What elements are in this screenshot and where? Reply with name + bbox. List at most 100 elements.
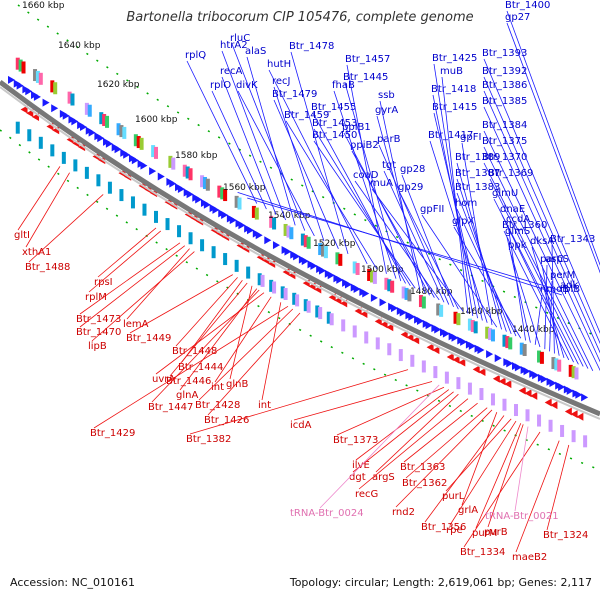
reverse-gene-label: Btr_1448 — [172, 346, 217, 357]
forward-gene-label: ppiB1 — [342, 122, 371, 133]
forward-gene-leader — [461, 142, 493, 326]
cog-block — [367, 268, 372, 281]
cog-block — [453, 311, 458, 324]
cog-block — [568, 364, 573, 377]
tick-label: 1660 kbp — [22, 1, 65, 11]
cog-block — [326, 311, 331, 324]
cog-block — [583, 435, 588, 448]
forward-gene-arrow — [558, 382, 566, 391]
cog-block — [119, 189, 124, 202]
cog-block — [237, 197, 242, 210]
reverse-gene-leader — [91, 251, 195, 342]
forward-gene-arrow — [264, 236, 272, 245]
forward-gene-arrow — [272, 241, 280, 250]
forward-gene-leader — [221, 76, 277, 215]
reverse-gene-arrow — [524, 389, 532, 398]
forward-gene-leader — [378, 144, 450, 305]
forward-gene-label: muB — [440, 66, 463, 77]
cog-block — [401, 286, 406, 299]
forward-gene-arrow — [391, 304, 399, 313]
forward-gene-arrow — [62, 111, 70, 120]
reverse-gene-arrow — [426, 343, 434, 352]
cog-block — [130, 196, 135, 209]
cog-block — [375, 337, 380, 350]
forward-gene-arrow — [114, 145, 122, 154]
forward-gene-label: divK — [236, 80, 258, 91]
forward-gene-label: perM — [550, 270, 575, 281]
cog-block — [107, 181, 112, 194]
accession-label: Accession: NC_010161 — [10, 576, 136, 589]
cog-block — [269, 215, 274, 228]
reverse-gene-arrow — [242, 244, 250, 253]
reverse-gene-leader — [515, 440, 560, 553]
forward-gene-leader — [246, 56, 296, 226]
forward-gene-arrow — [581, 393, 589, 402]
forward-gene-leader — [313, 140, 416, 289]
cog-block — [272, 281, 277, 294]
forward-gene-label: Btr_1457 — [345, 54, 390, 65]
cog-block — [21, 61, 26, 74]
forward-gene-arrow — [460, 337, 468, 346]
cog-block — [574, 367, 579, 380]
tick-label: 1540 kbp — [268, 211, 311, 221]
cog-block — [473, 321, 478, 334]
cog-block — [200, 239, 205, 252]
forward-gene-arrow — [33, 92, 41, 101]
cog-block — [272, 217, 277, 230]
forward-gene-label: aspS — [545, 254, 569, 265]
reverse-gene-label: Btr_1356 — [421, 522, 466, 533]
forward-gene-leader — [351, 150, 435, 298]
cog-block — [283, 223, 288, 236]
cog-block — [557, 359, 562, 372]
forward-gene-label: Btr_1459 — [284, 110, 329, 121]
cog-block — [171, 157, 176, 170]
forward-gene-label: dnaE — [500, 204, 525, 215]
forward-gene-arrow — [370, 293, 378, 302]
forward-gene-label: Btr_1478 — [289, 41, 334, 52]
forward-gene-label: Btr_1450 — [312, 130, 357, 141]
reverse-gene-leader — [463, 431, 541, 548]
cog-block — [502, 334, 507, 347]
cog-block — [398, 349, 403, 362]
forward-gene-label: glmU — [492, 188, 518, 199]
forward-gene-leader — [549, 280, 553, 352]
cog-block — [185, 166, 190, 179]
reverse-gene-label: Btr_1363 — [400, 462, 445, 473]
forward-gene-arrow — [88, 128, 96, 137]
reverse-gene-label: grlA — [458, 505, 478, 516]
cog-block — [151, 145, 156, 158]
forward-gene-leader — [354, 180, 440, 301]
forward-gene-arrow — [238, 221, 246, 230]
reverse-gene-label: int — [211, 382, 224, 393]
reverse-gene-leader — [461, 412, 498, 506]
cog-block — [67, 91, 72, 104]
forward-gene-label: Btr_1455 — [311, 102, 356, 113]
cog-block — [418, 295, 423, 308]
forward-gene-label: ppiB2 — [350, 140, 379, 151]
cog-block — [318, 243, 323, 256]
cog-block — [537, 350, 542, 363]
cog-block — [407, 289, 412, 302]
forward-gene-leader — [231, 43, 306, 231]
reverse-gene-label: purB — [484, 527, 508, 538]
forward-gene-arrow — [442, 329, 450, 338]
cog-block — [439, 304, 444, 317]
reverse-gene-leader — [487, 424, 524, 528]
forward-gene-leader — [483, 58, 600, 334]
feature-layer — [8, 57, 589, 448]
forward-gene-arrow — [327, 271, 335, 280]
genome-backbone — [0, 80, 600, 417]
cog-block — [321, 244, 326, 257]
forward-gene-label: recA — [220, 66, 243, 77]
reverse-gene-label: rnd2 — [392, 507, 415, 518]
forward-gene-leader — [506, 10, 600, 266]
forward-gene-label: glmS — [505, 226, 530, 237]
reverse-gene-leader — [198, 308, 294, 401]
cog-block — [220, 187, 225, 200]
cog-block — [119, 125, 124, 138]
forward-gene-leader — [290, 51, 349, 255]
cog-block — [211, 246, 216, 259]
cog-block — [571, 366, 576, 379]
genome-summary: Topology: circular; Length: 2,619,061 bp… — [289, 576, 592, 589]
